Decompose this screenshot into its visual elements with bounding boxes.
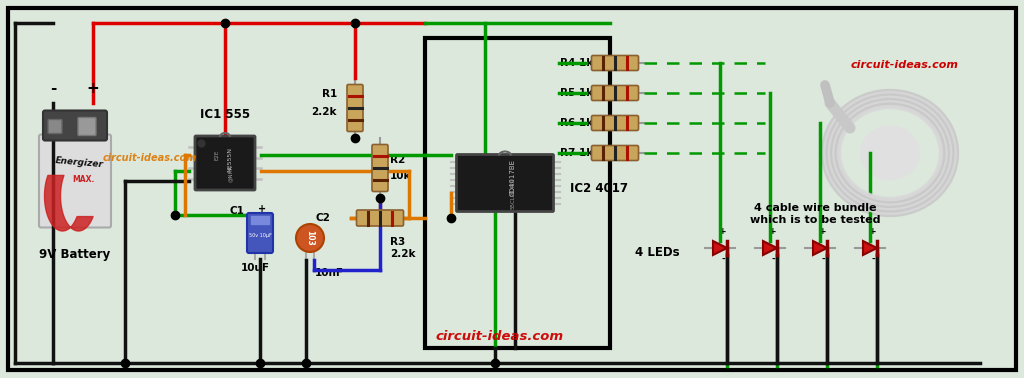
Text: +: + xyxy=(869,227,877,236)
Text: NE555N: NE555N xyxy=(227,147,232,172)
Ellipse shape xyxy=(860,125,920,181)
Text: R7 1k: R7 1k xyxy=(560,148,593,158)
Text: 2.2k: 2.2k xyxy=(311,107,337,117)
Text: Energizer: Energizer xyxy=(54,156,103,170)
FancyBboxPatch shape xyxy=(592,116,639,130)
Text: IC1 555: IC1 555 xyxy=(200,108,250,121)
FancyBboxPatch shape xyxy=(247,213,273,253)
Text: 4 cable wire bundle
which is to be tested: 4 cable wire bundle which is to be teste… xyxy=(750,203,881,225)
Text: 9V Battery: 9V Battery xyxy=(39,248,111,261)
Text: C2: C2 xyxy=(315,213,330,223)
Text: CD4017BE: CD4017BE xyxy=(510,160,516,197)
Text: circuit-ideas.com: circuit-ideas.com xyxy=(436,330,564,342)
Text: E2E: E2E xyxy=(214,150,219,160)
Text: R4 1k: R4 1k xyxy=(560,58,593,68)
FancyBboxPatch shape xyxy=(43,110,106,141)
Text: R5 1k: R5 1k xyxy=(560,88,593,98)
Text: -: - xyxy=(771,255,775,264)
Text: 2.2k: 2.2k xyxy=(390,249,416,259)
Text: R2: R2 xyxy=(390,155,406,165)
Text: +: + xyxy=(769,227,777,236)
FancyBboxPatch shape xyxy=(78,118,96,135)
FancyBboxPatch shape xyxy=(39,135,111,228)
Text: circuit-ideas.com: circuit-ideas.com xyxy=(851,60,959,70)
Polygon shape xyxy=(813,241,827,255)
Text: 55CLPRXE4: 55CLPRXE4 xyxy=(511,177,515,209)
FancyBboxPatch shape xyxy=(592,56,639,71)
Text: 10nF: 10nF xyxy=(315,268,344,278)
FancyBboxPatch shape xyxy=(592,85,639,101)
Text: +: + xyxy=(87,81,99,96)
FancyBboxPatch shape xyxy=(195,136,255,190)
Text: +: + xyxy=(258,204,266,214)
Text: +: + xyxy=(719,227,727,236)
Text: 4 LEDs: 4 LEDs xyxy=(635,246,680,260)
Polygon shape xyxy=(713,241,727,255)
FancyBboxPatch shape xyxy=(347,85,362,132)
FancyBboxPatch shape xyxy=(372,144,388,192)
FancyBboxPatch shape xyxy=(48,119,62,133)
Text: circuit-ideas.com: circuit-ideas.com xyxy=(102,153,198,163)
FancyBboxPatch shape xyxy=(592,146,639,161)
Text: R1: R1 xyxy=(322,89,337,99)
Text: 50v 10μF: 50v 10μF xyxy=(249,234,271,239)
Text: 103: 103 xyxy=(305,230,314,246)
Text: C1: C1 xyxy=(229,206,244,216)
Text: -: - xyxy=(821,255,825,264)
FancyBboxPatch shape xyxy=(457,155,554,212)
Text: R3: R3 xyxy=(390,237,406,247)
Polygon shape xyxy=(863,241,877,255)
Text: +: + xyxy=(819,227,826,236)
Text: 10k: 10k xyxy=(390,171,412,181)
Text: MAX.: MAX. xyxy=(72,175,94,184)
FancyBboxPatch shape xyxy=(356,210,403,226)
Text: -: - xyxy=(871,255,874,264)
Circle shape xyxy=(296,224,324,252)
Text: @NHN: @NHN xyxy=(227,164,232,182)
Text: -: - xyxy=(50,81,56,96)
Text: IC2 4017: IC2 4017 xyxy=(570,181,628,195)
Text: R6 1k: R6 1k xyxy=(560,118,593,128)
Polygon shape xyxy=(763,241,777,255)
Text: 10uF: 10uF xyxy=(241,263,269,273)
Text: -: - xyxy=(721,255,725,264)
